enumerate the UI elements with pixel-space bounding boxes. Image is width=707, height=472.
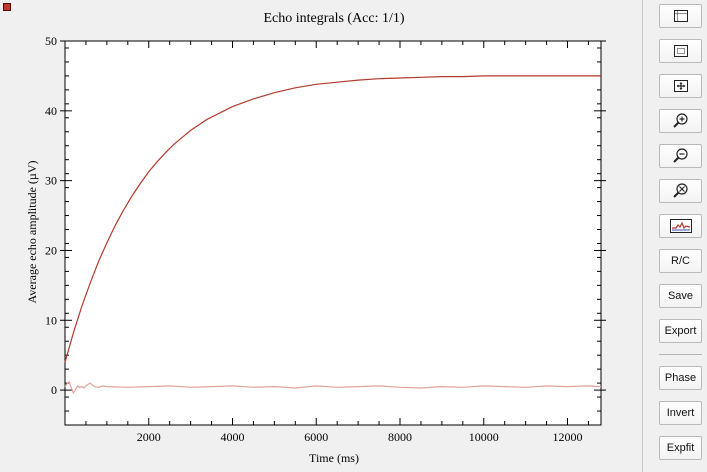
panel-gap: [643, 0, 653, 472]
y-tick-label: 30: [45, 174, 57, 188]
zoom-reset-button[interactable]: [659, 179, 702, 203]
export-button[interactable]: Export: [659, 319, 702, 343]
y-tick-label: 50: [45, 34, 57, 48]
plot-area: [64, 40, 602, 426]
x-tick-label: 10000: [469, 430, 499, 444]
x-tick-label: 12000: [553, 430, 583, 444]
plot-color-marker[interactable]: [3, 3, 11, 11]
select-region-button[interactable]: [659, 4, 702, 28]
move-icon: [673, 80, 688, 92]
plot-panel: 2000 4000 6000 8000 10000 12000 0 10 20 30 40 50 Ec…: [0, 0, 642, 472]
zoom-out-icon: [672, 148, 688, 163]
zoom-in-icon: [672, 113, 688, 128]
zoom-out-button[interactable]: [659, 144, 702, 168]
phase-button[interactable]: Phase: [659, 366, 702, 390]
y-tick-label: 10: [45, 313, 57, 327]
tick-labels: 2000 4000 6000 8000 10000 12000 0 10 20 30 40 50: [45, 34, 583, 444]
x-tick-label: 6000: [304, 430, 328, 444]
plot-style-button[interactable]: [659, 214, 702, 238]
series-layer: [64, 75, 602, 395]
dotted-region-button[interactable]: [659, 39, 702, 63]
y-axis-label: Average echo amplitude (µV): [25, 161, 39, 304]
zoom-in-button[interactable]: [659, 109, 702, 133]
y-tick-label: 0: [51, 383, 57, 397]
invert-button[interactable]: Invert: [659, 401, 702, 425]
x-axis-label: Time (ms): [309, 451, 359, 465]
y-tick-label: 20: [45, 243, 57, 257]
panel-splitter[interactable]: [642, 0, 643, 472]
save-button[interactable]: Save: [659, 284, 702, 308]
zoom-reset-icon: [672, 183, 688, 198]
pan-button[interactable]: [659, 74, 702, 98]
x-tick-label: 4000: [221, 430, 245, 444]
x-tick-label: 2000: [137, 430, 161, 444]
series-line-1: [64, 75, 601, 363]
toolbar-separator: [659, 354, 702, 355]
plot-toolbar: R/C Save Export Phase Invert Expfit: [653, 0, 707, 472]
expfit-button[interactable]: Expfit: [659, 436, 702, 460]
select-region-icon: [673, 10, 688, 22]
waveform-icon: [669, 219, 692, 233]
series-line-2: [64, 380, 602, 395]
echo-integrals-chart[interactable]: 2000 4000 6000 8000 10000 12000 0 10 20 30 40 50 Ec…: [0, 0, 642, 472]
y-tick-label: 40: [45, 104, 57, 118]
dotted-region-icon: [673, 45, 688, 57]
x-tick-label: 8000: [388, 430, 412, 444]
chart-title: Echo integrals (Acc: 1/1): [263, 11, 404, 26]
rc-button[interactable]: R/C: [659, 249, 702, 273]
